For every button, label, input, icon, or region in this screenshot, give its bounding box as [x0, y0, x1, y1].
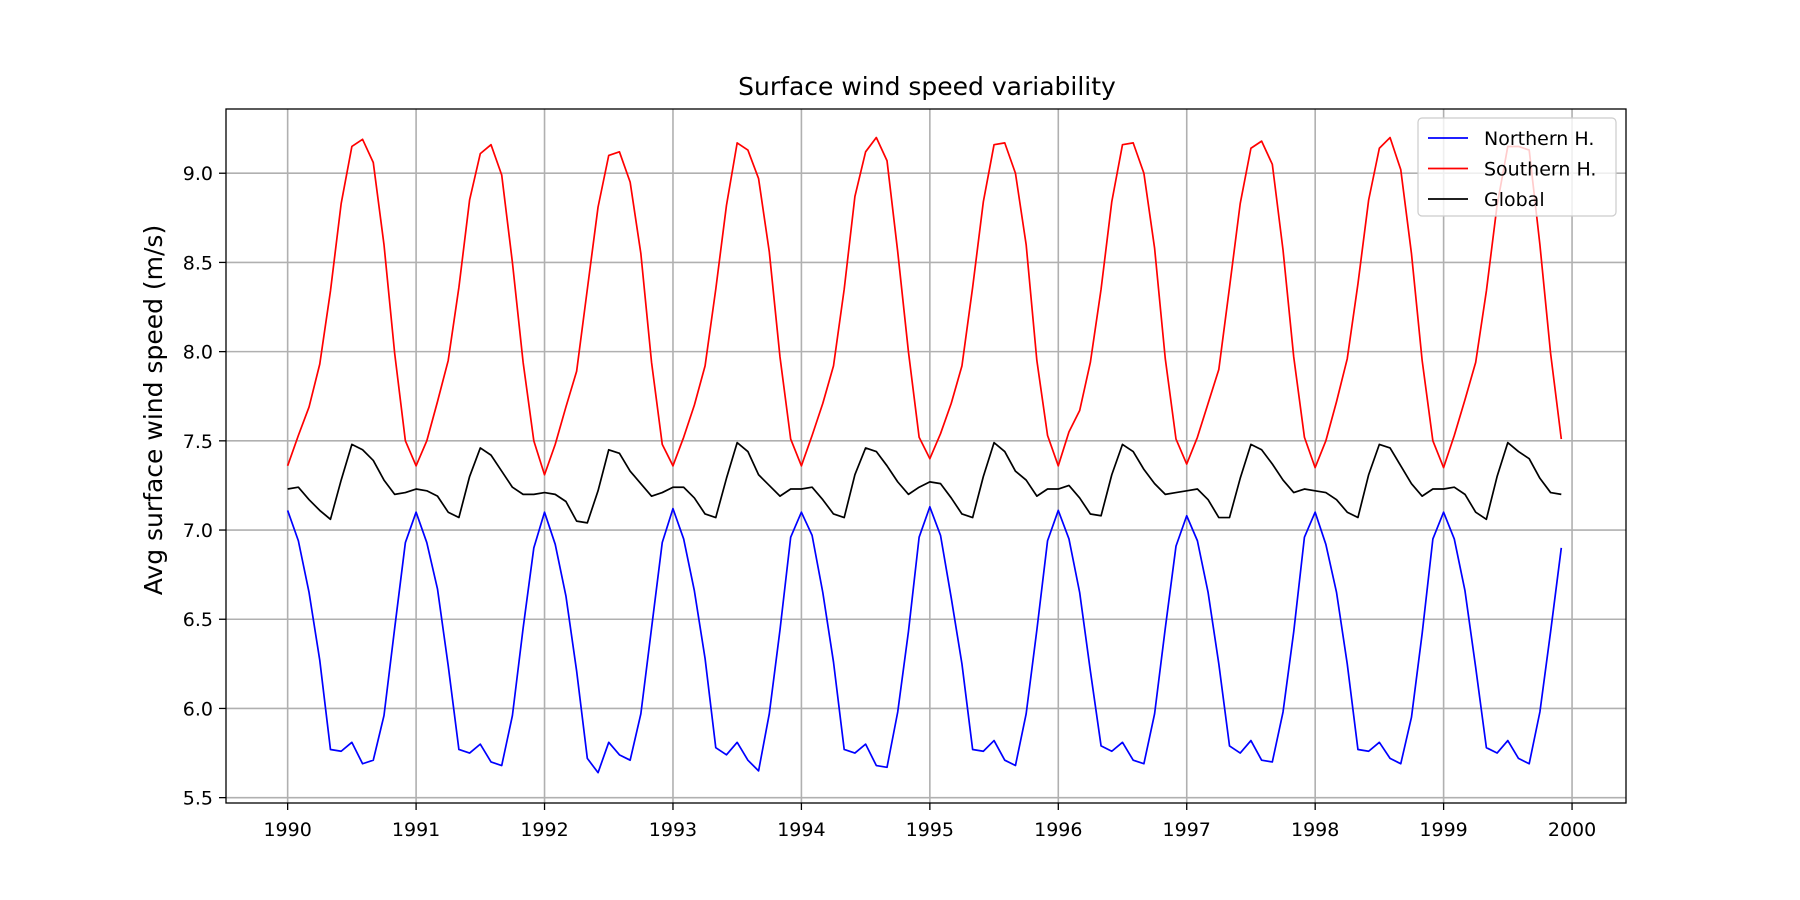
x-tick-label: 1995: [906, 819, 954, 841]
chart-title: Surface wind speed variability: [738, 72, 1116, 101]
series-line-global: [287, 441, 1562, 524]
x-tick-label: 1992: [520, 819, 568, 841]
y-tick-label: 5.5: [183, 788, 213, 810]
series-lines: [286, 136, 1563, 774]
y-axis-title: Avg surface wind speed (m/s): [139, 225, 168, 595]
legend-label: Northern H.: [1484, 128, 1594, 150]
x-tick-label: 1997: [1163, 819, 1211, 841]
series-line-southern-h: [286, 136, 1563, 476]
x-tick-label: 1990: [263, 819, 311, 841]
grid-lines: [226, 109, 1626, 803]
legend: Northern H. Southern H. Global: [1417, 117, 1617, 217]
x-tick-label: 1998: [1291, 819, 1339, 841]
y-tick-label: 6.5: [183, 609, 213, 631]
y-tick-label: 7.0: [183, 520, 213, 542]
x-tick-label: 1996: [1034, 819, 1082, 841]
plot-area-frame: [225, 108, 1627, 804]
series-line-northern-h: [286, 506, 1563, 774]
axis-ticks: 1990 1991 1992 1993 1994 1995 1996 1997 1998 1999…: [183, 163, 1596, 841]
x-tick-label: 1999: [1419, 819, 1467, 841]
y-tick-label: 9.0: [183, 163, 213, 185]
legend-box: [1417, 117, 1617, 217]
y-tick-label: 7.5: [183, 431, 213, 453]
y-tick-label: 8.0: [183, 342, 213, 364]
x-tick-label: 1991: [392, 819, 440, 841]
x-tick-label: 1994: [777, 819, 825, 841]
y-tick-label: 6.0: [183, 698, 213, 720]
y-tick-label: 8.5: [183, 252, 213, 274]
legend-label: Global: [1484, 189, 1545, 211]
x-tick-label: 2000: [1548, 819, 1596, 841]
legend-label: Southern H.: [1484, 159, 1596, 181]
x-tick-label: 1993: [649, 819, 697, 841]
